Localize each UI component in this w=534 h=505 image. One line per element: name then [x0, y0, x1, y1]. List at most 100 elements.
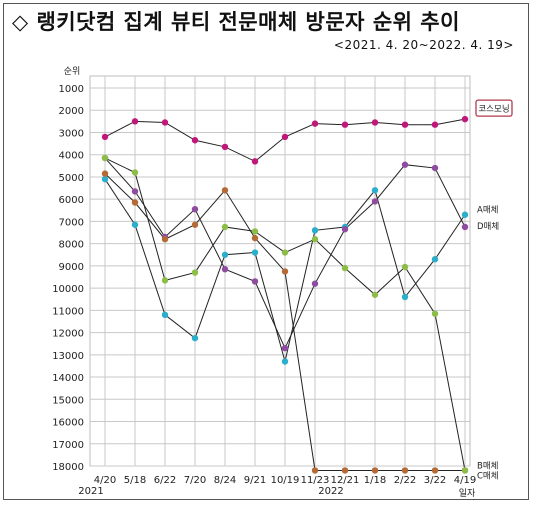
y-tick-label: 1000	[59, 84, 84, 95]
y-tick-label: 16000	[52, 418, 84, 429]
y-tick-label: 12000	[52, 329, 84, 340]
data-point-A매체	[431, 256, 439, 263]
date-range-subtitle: <2021. 4. 20~2022. 4. 19>	[333, 38, 514, 52]
data-point-A매체	[461, 211, 469, 218]
y-tick-label: 9000	[59, 262, 84, 273]
y-tick-label: 10000	[52, 284, 84, 295]
y-tick-label: 4000	[59, 151, 84, 162]
data-point-B매체	[281, 268, 289, 275]
y-axis-label: 순위	[64, 66, 81, 77]
x-tick-label: 3/22	[424, 475, 446, 486]
data-point-코스모닝	[401, 121, 409, 128]
data-point-C매체	[461, 467, 469, 474]
data-point-C매체	[101, 154, 109, 162]
data-point-D매체	[221, 266, 229, 273]
data-point-코스모닝	[341, 121, 349, 128]
data-point-코스모닝	[131, 118, 139, 125]
data-point-코스모닝	[251, 158, 259, 165]
series-label: B매체	[477, 460, 498, 471]
data-point-A매체	[311, 227, 319, 234]
y-tick-label: 2000	[59, 106, 84, 117]
data-point-A매체	[131, 221, 139, 228]
y-tick-label: 7000	[59, 217, 84, 228]
data-point-D매체	[311, 280, 319, 287]
series-label: C매체	[477, 470, 499, 481]
series-label: A매체	[477, 205, 498, 216]
x-tick-label: 4/19	[454, 475, 476, 486]
data-point-D매체	[251, 278, 259, 285]
year-label: 2022	[318, 486, 343, 497]
data-point-C매체	[311, 236, 319, 243]
data-point-A매체	[251, 249, 259, 256]
data-point-C매체	[251, 228, 259, 235]
y-tick-label: 15000	[52, 395, 84, 406]
y-tick-label: 8000	[59, 240, 84, 251]
series-label: D매체	[477, 221, 499, 232]
data-point-C매체	[161, 277, 169, 284]
y-tick-label: 11000	[52, 306, 84, 317]
data-point-B매체	[221, 187, 229, 194]
y-tick-label: 17000	[52, 440, 84, 451]
plot-area	[89, 75, 471, 467]
legend-label: 코스모닝	[478, 104, 509, 115]
y-tick-label: 5000	[59, 173, 84, 184]
data-point-D매체	[131, 188, 139, 195]
y-tick-label: 13000	[52, 351, 84, 362]
data-point-A매체	[101, 175, 109, 183]
data-point-C매체	[341, 264, 349, 272]
data-point-C매체	[191, 269, 199, 276]
data-point-C매체	[131, 169, 139, 176]
data-point-코스모닝	[461, 115, 469, 123]
data-point-B매체	[101, 170, 109, 177]
data-point-코스모닝	[101, 133, 109, 141]
data-point-C매체	[371, 291, 379, 298]
data-point-D매체	[431, 164, 439, 172]
legend-box	[475, 99, 513, 117]
y-tick-label: 6000	[59, 195, 84, 206]
x-tick-label: 5/18	[124, 475, 146, 486]
x-tick-label: 8/24	[214, 475, 236, 486]
year-label: 2021	[78, 486, 103, 497]
x-tick-label: 9/21	[244, 475, 266, 486]
data-point-B매체	[401, 467, 409, 474]
data-point-A매체	[191, 334, 199, 342]
x-tick-label: 4/20	[94, 475, 116, 486]
chart-frame	[3, 3, 529, 500]
data-point-A매체	[161, 311, 169, 318]
x-tick-label: 2/22	[394, 475, 416, 486]
data-point-코스모닝	[221, 143, 229, 151]
data-point-A매체	[221, 251, 229, 258]
x-tick-label: 12/21	[331, 475, 360, 486]
data-point-코스모닝	[191, 137, 199, 144]
data-point-A매체	[281, 358, 289, 365]
data-point-D매체	[401, 161, 409, 168]
data-point-B매체	[251, 234, 259, 242]
y-tick-label: 14000	[52, 373, 84, 384]
data-point-D매체	[461, 223, 469, 231]
data-point-B매체	[161, 236, 169, 243]
data-point-코스모닝	[281, 133, 289, 141]
data-point-코스모닝	[371, 119, 379, 126]
data-point-C매체	[281, 249, 289, 256]
y-tick-label: 3000	[59, 128, 84, 139]
data-point-B매체	[131, 199, 139, 206]
data-point-C매체	[401, 263, 409, 271]
data-point-D매체	[341, 225, 349, 233]
x-tick-label: 7/20	[184, 475, 206, 486]
data-point-D매체	[281, 344, 289, 352]
x-tick-label: 6/22	[154, 475, 176, 486]
data-point-코스모닝	[161, 119, 169, 126]
data-point-B매체	[311, 467, 319, 474]
data-point-B매체	[191, 221, 199, 228]
data-point-B매체	[371, 467, 379, 474]
data-point-코스모닝	[311, 120, 319, 127]
data-point-D매체	[371, 198, 379, 205]
y-tick-label: 18000	[52, 462, 84, 473]
data-point-A매체	[371, 187, 379, 194]
x-tick-label: 1/18	[364, 475, 386, 486]
data-point-A매체	[401, 293, 409, 301]
data-point-B매체	[431, 467, 439, 474]
data-point-B매체	[341, 467, 349, 474]
page-title: ◇ 랭키닷컴 집계 뷰티 전문매체 방문자 순위 추이	[12, 10, 460, 34]
